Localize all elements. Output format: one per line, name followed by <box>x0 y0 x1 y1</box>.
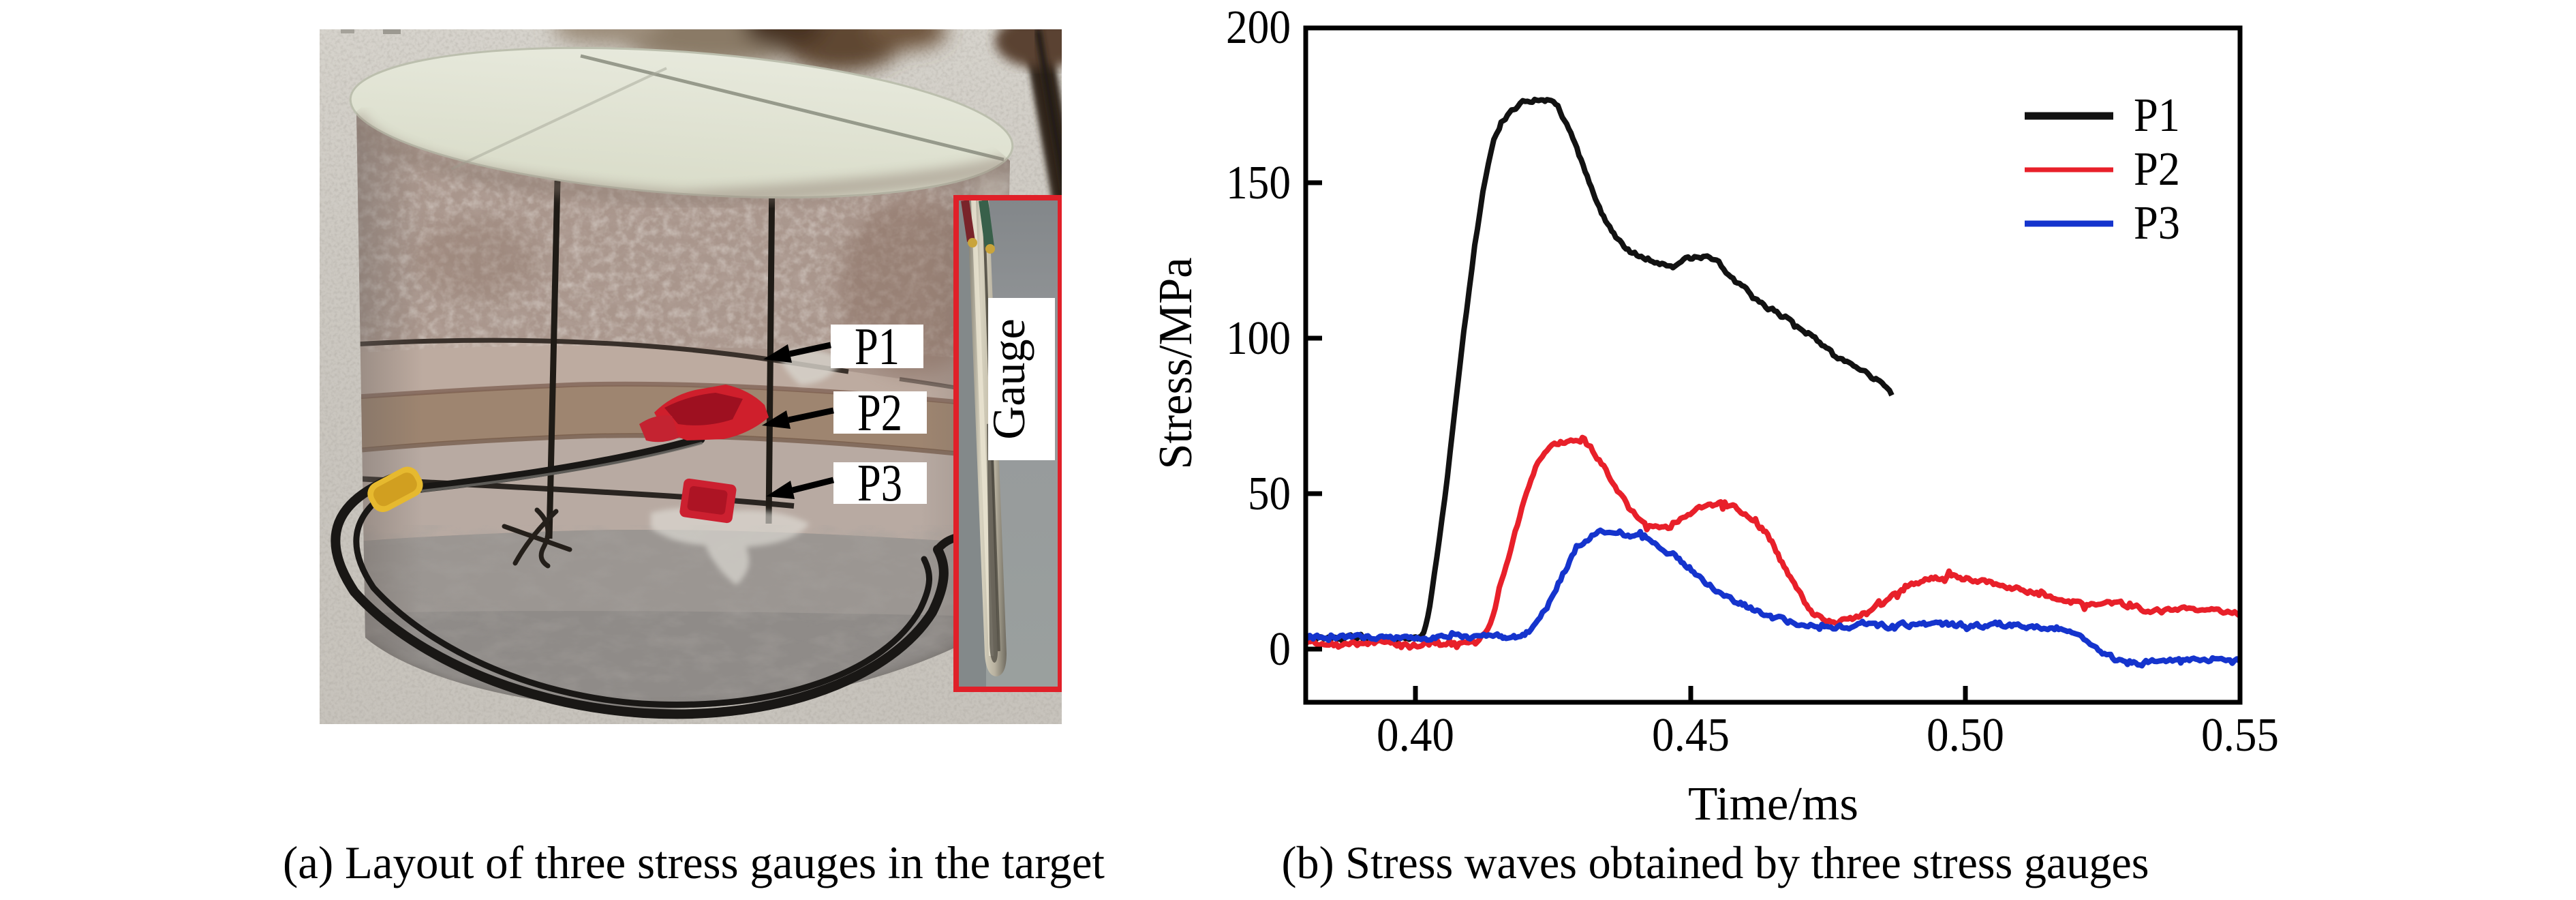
svg-text:(a) Layout of three stress gau: (a) Layout of three stress gauges in the… <box>283 837 1105 888</box>
svg-text:0.55: 0.55 <box>2201 709 2279 762</box>
svg-text:200: 200 <box>1226 1 1291 54</box>
svg-text:0.45: 0.45 <box>1652 709 1730 762</box>
svg-text:50: 50 <box>1248 468 1291 520</box>
svg-text:100: 100 <box>1226 312 1291 365</box>
svg-text:Time/ms: Time/ms <box>1688 778 1858 830</box>
svg-text:Gauge: Gauge <box>983 318 1034 439</box>
svg-text:0.40: 0.40 <box>1377 709 1454 762</box>
svg-text:0.50: 0.50 <box>1927 709 2004 762</box>
svg-text:P1: P1 <box>2134 89 2180 142</box>
svg-text:0: 0 <box>1269 623 1291 676</box>
svg-text:P3: P3 <box>857 453 902 512</box>
svg-text:150: 150 <box>1226 157 1291 209</box>
svg-text:(b) Stress waves obtained by t: (b) Stress waves obtained by three stres… <box>1282 837 2149 888</box>
svg-text:P1: P1 <box>855 317 900 376</box>
svg-text:P2: P2 <box>2134 143 2180 196</box>
svg-text:P3: P3 <box>2134 197 2180 250</box>
svg-text:P2: P2 <box>857 383 902 442</box>
svg-text:Stress/MPa: Stress/MPa <box>1150 258 1202 470</box>
